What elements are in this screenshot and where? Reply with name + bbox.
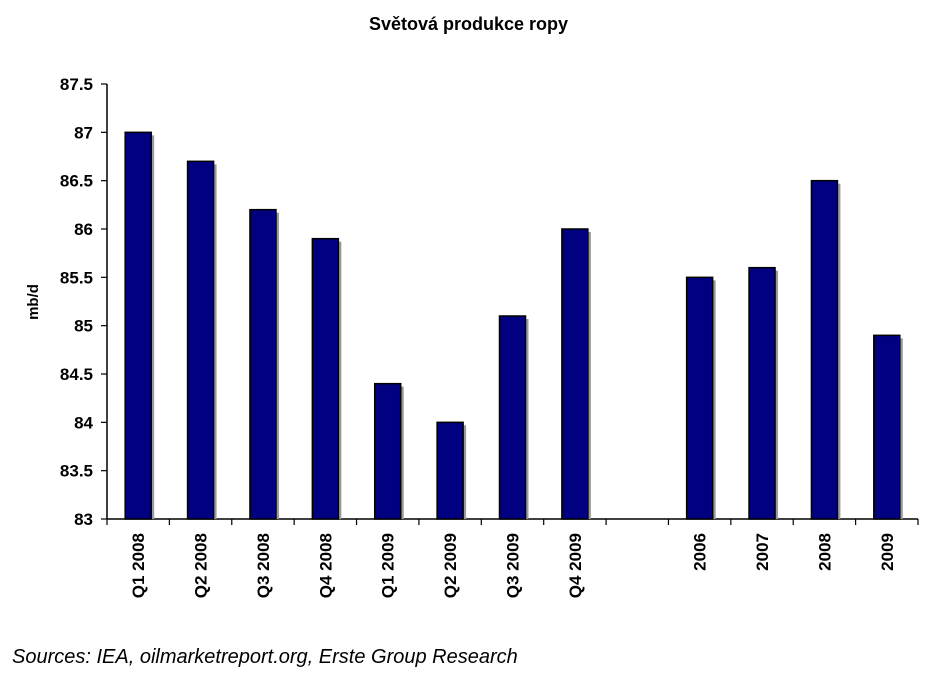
x-tick-label: Q2 2009 bbox=[441, 533, 460, 598]
y-tick-label: 86.5 bbox=[60, 172, 93, 191]
bar bbox=[186, 160, 215, 520]
bar bbox=[810, 179, 839, 520]
y-tick-label: 85.5 bbox=[60, 268, 93, 287]
x-tick-label: Q4 2008 bbox=[316, 533, 335, 598]
y-tick-label: 84 bbox=[74, 413, 93, 432]
x-tick-label: Q3 2008 bbox=[254, 533, 273, 598]
bar bbox=[311, 237, 340, 520]
x-tick-label: 2007 bbox=[753, 533, 772, 571]
x-tick-label: 2008 bbox=[815, 533, 834, 571]
x-tick-label: Q4 2009 bbox=[566, 533, 585, 598]
bar bbox=[748, 266, 776, 520]
y-tick-label: 86 bbox=[74, 220, 93, 239]
y-tick-label: 87 bbox=[74, 123, 93, 142]
bar bbox=[685, 276, 714, 520]
x-tick-label: Q1 2008 bbox=[129, 533, 148, 598]
bar bbox=[373, 382, 402, 520]
y-tick-label: 83 bbox=[74, 510, 93, 529]
labels: 83 83.5 84 84.5 85 85.5 86 86.5 87 87.5 Q1 2008 Q2 … bbox=[25, 75, 897, 598]
bar bbox=[561, 228, 589, 520]
bar bbox=[436, 421, 464, 520]
y-tick-label: 83.5 bbox=[60, 462, 93, 481]
bars bbox=[124, 131, 903, 520]
y-tick-label: 87.5 bbox=[60, 75, 93, 94]
bar bbox=[124, 131, 152, 520]
chart-title: Světová produkce ropy bbox=[368, 14, 569, 34]
x-tick-label: 2006 bbox=[691, 533, 710, 571]
x-tick-label: Q1 2009 bbox=[379, 533, 398, 598]
x-tick-label: Q3 2009 bbox=[504, 533, 523, 598]
x-tick-label: Q2 2008 bbox=[192, 533, 211, 598]
y-axis-title: mb/d bbox=[25, 284, 42, 320]
y-tick-label: 85 bbox=[74, 317, 93, 336]
y-tick-label: 84.5 bbox=[60, 365, 93, 384]
bar bbox=[249, 208, 277, 520]
source-note: Sources: IEA, oilmarketreport.org, Erste… bbox=[12, 646, 518, 668]
bar bbox=[498, 315, 527, 520]
bar bbox=[873, 334, 901, 520]
x-tick-label: 2009 bbox=[878, 533, 897, 571]
